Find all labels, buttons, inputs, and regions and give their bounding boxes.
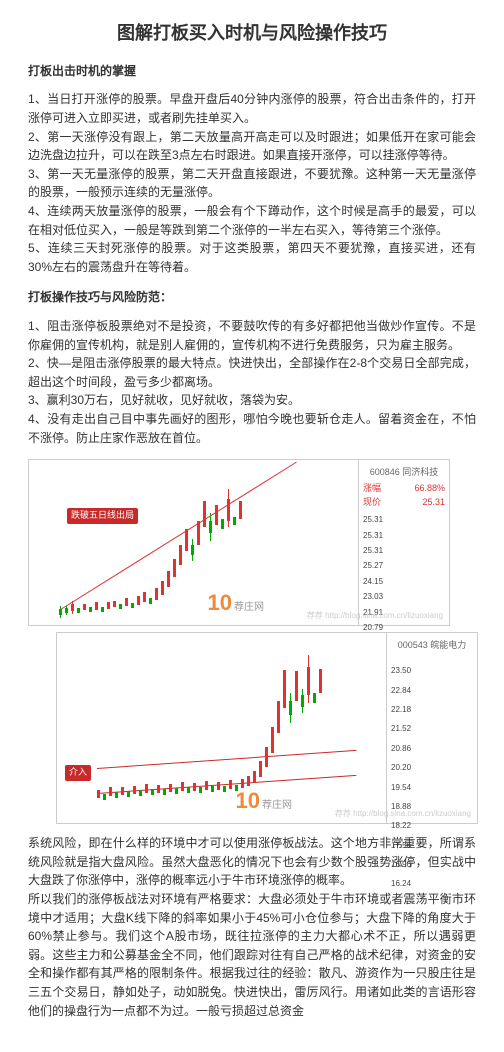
page-title: 图解打板买入时机与风险操作技巧 bbox=[28, 20, 476, 48]
chart2-plot: 介入 bbox=[57, 633, 387, 823]
chart2-ticks: 23.50 22.84 22.18 21.52 20.86 20.20 19.5… bbox=[391, 665, 411, 898]
section1-heading: 打板出击时机的掌握 bbox=[28, 62, 476, 81]
chart1-plot: 跌破五日线出局 bbox=[29, 460, 359, 625]
section2-body: 1、阻击涨停板股票绝对不是投资，不要鼓吹传的有多好都把他当做炒作宣传。不是你雇佣… bbox=[28, 317, 476, 447]
chart1-brand: 10荐庄网 bbox=[206, 586, 264, 620]
chart1: 跌破五日线出局 bbox=[28, 459, 450, 626]
chart1-code: 600846 同济科技 bbox=[359, 466, 449, 480]
chart2: 介入 bbox=[56, 632, 478, 824]
chart1-axis: 600846 同济科技 涨幅66.88% 现价25.31 25.31 25.31… bbox=[358, 460, 449, 625]
chart1-watermark: 荐荐 http://blog.sina.com.cn/lizuoxiang bbox=[307, 610, 443, 622]
chart1-annotation: 跌破五日线出局 bbox=[67, 508, 138, 524]
chart2-brand: 10荐庄网 bbox=[234, 784, 292, 818]
chart2-axis: 000543 皖能电力 23.50 22.84 22.18 21.52 20.8… bbox=[386, 633, 477, 823]
chart2-channel-upper bbox=[97, 750, 356, 769]
section1-body: 1、当日打开涨停的股票。早盘开盘后40分钟内涨停的股票，符合出击条件的，打开涨停… bbox=[28, 90, 476, 276]
chart2-watermark: 荐荐 http://blog.sina.com.cn/lizuoxiang bbox=[335, 808, 471, 820]
chart1-wrap: 跌破五日线出局 bbox=[28, 459, 476, 824]
chart2-code: 000543 皖能电力 bbox=[387, 639, 477, 653]
chart2-annotation: 介入 bbox=[65, 765, 91, 781]
section2-heading: 打板操作技巧与风险防范： bbox=[28, 288, 476, 307]
